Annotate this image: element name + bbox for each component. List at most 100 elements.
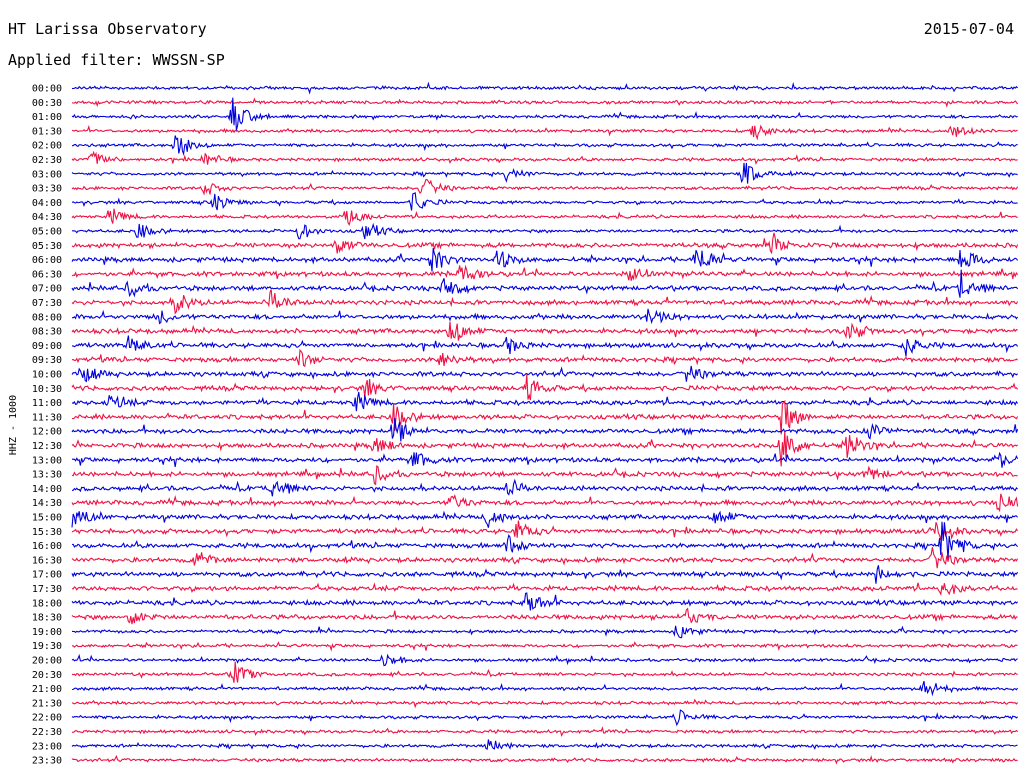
tick-label: 23:00 bbox=[32, 741, 62, 752]
tick-label: 07:30 bbox=[32, 298, 62, 309]
tick-label: 03:30 bbox=[32, 184, 62, 195]
tick-label: 16:30 bbox=[32, 555, 62, 566]
trace-line bbox=[71, 135, 1018, 156]
trace-line bbox=[71, 391, 1019, 412]
tick-label-group: 00:00 00:30 01:00 01:30 02:00 02:30 03:00 03:30… bbox=[32, 84, 62, 767]
tick-label: 22:30 bbox=[32, 727, 62, 738]
tick-label: 01:30 bbox=[32, 126, 62, 137]
trace-line bbox=[71, 582, 1018, 596]
tick-label: 15:00 bbox=[32, 513, 62, 524]
trace-line bbox=[71, 698, 1019, 709]
y-axis-label: HHZ - 1000 bbox=[8, 395, 19, 455]
trace-line bbox=[71, 308, 1019, 325]
tick-label: 04:30 bbox=[32, 212, 62, 223]
tick-label: 16:00 bbox=[32, 541, 62, 552]
tick-label: 14:00 bbox=[32, 484, 62, 495]
trace-line bbox=[71, 451, 1019, 468]
tick-label: 00:30 bbox=[32, 98, 62, 109]
tick-label: 02:00 bbox=[32, 141, 62, 152]
tick-label: 11:00 bbox=[32, 398, 62, 409]
trace-line bbox=[71, 661, 1018, 683]
tick-label: 12:00 bbox=[32, 427, 62, 438]
trace-line bbox=[71, 192, 1018, 211]
tick-label: 03:00 bbox=[32, 169, 62, 180]
tick-label: 06:00 bbox=[32, 255, 62, 266]
station-title: HT Larissa Observatory bbox=[8, 20, 207, 38]
tick-label: 02:30 bbox=[32, 155, 62, 166]
trace-line bbox=[72, 625, 1018, 639]
trace-line bbox=[71, 510, 1019, 528]
tick-label: 21:30 bbox=[32, 698, 62, 709]
trace-line bbox=[71, 150, 1018, 165]
tick-label: 22:00 bbox=[32, 713, 62, 724]
tick-label: 19:00 bbox=[32, 627, 62, 638]
tick-label: 13:30 bbox=[32, 470, 62, 481]
tick-label: 08:00 bbox=[32, 312, 62, 323]
trace-line bbox=[71, 607, 1018, 625]
tick-label: 10:00 bbox=[32, 370, 62, 381]
trace-line bbox=[71, 264, 1019, 281]
trace-line bbox=[71, 222, 1019, 240]
tick-label: 19:30 bbox=[32, 641, 62, 652]
tick-label: 23:30 bbox=[32, 756, 62, 767]
trace-line bbox=[71, 547, 1019, 569]
trace-line bbox=[71, 289, 1019, 315]
tick-label: 17:00 bbox=[32, 570, 62, 581]
trace-line bbox=[71, 247, 1019, 272]
tick-label: 14:30 bbox=[32, 498, 62, 509]
tick-label: 12:30 bbox=[32, 441, 62, 452]
trace-line bbox=[71, 565, 1019, 584]
date-label: 2015-07-04 bbox=[923, 20, 1014, 38]
trace-line bbox=[71, 208, 1018, 226]
tick-label: 17:30 bbox=[32, 584, 62, 595]
trace-line bbox=[71, 653, 1018, 667]
tick-label: 10:30 bbox=[32, 384, 62, 395]
tick-label: 09:00 bbox=[32, 341, 62, 352]
trace-line bbox=[71, 374, 1019, 401]
tick-label: 07:00 bbox=[32, 284, 62, 295]
trace-line bbox=[71, 97, 1019, 108]
trace-line bbox=[71, 418, 1019, 442]
trace-line bbox=[71, 162, 1018, 184]
trace-line bbox=[71, 739, 1018, 750]
trace-line bbox=[71, 269, 1019, 298]
tick-label: 01:00 bbox=[32, 112, 62, 123]
trace-line bbox=[71, 321, 1018, 341]
trace-line bbox=[71, 680, 1019, 697]
trace-line bbox=[71, 399, 1019, 435]
tick-label: 05:30 bbox=[32, 241, 62, 252]
trace-line bbox=[71, 365, 1018, 383]
tick-label: 11:30 bbox=[32, 412, 62, 423]
trace-line bbox=[71, 726, 1019, 737]
tick-label: 06:30 bbox=[32, 269, 62, 280]
tick-label: 18:30 bbox=[32, 613, 62, 624]
trace-line bbox=[71, 178, 1019, 196]
tick-label: 04:00 bbox=[32, 198, 62, 209]
tick-label: 05:00 bbox=[32, 227, 62, 238]
trace-group bbox=[71, 81, 1019, 765]
trace-line bbox=[71, 232, 1019, 255]
trace-line bbox=[71, 754, 1018, 765]
trace-line bbox=[71, 97, 1018, 131]
trace-line bbox=[71, 478, 1018, 497]
trace-line bbox=[71, 465, 1018, 486]
trace-line bbox=[71, 521, 1018, 560]
tick-label: 08:30 bbox=[32, 327, 62, 338]
tick-label: 13:00 bbox=[32, 455, 62, 466]
trace-line bbox=[71, 709, 1018, 727]
tick-label: 09:30 bbox=[32, 355, 62, 366]
filter-label: Applied filter: WWSSN-SP bbox=[8, 51, 225, 69]
trace-line bbox=[71, 124, 1018, 141]
tick-label: 18:00 bbox=[32, 598, 62, 609]
trace-line bbox=[71, 592, 1018, 611]
trace-line bbox=[71, 493, 1019, 513]
tick-label: 20:30 bbox=[32, 670, 62, 681]
trace-line bbox=[71, 431, 1018, 467]
tick-label: 21:00 bbox=[32, 684, 62, 695]
tick-label: 20:00 bbox=[32, 656, 62, 667]
trace-line bbox=[72, 335, 1019, 357]
trace-line bbox=[71, 348, 1018, 368]
trace-line bbox=[72, 641, 1018, 652]
tick-label: 15:30 bbox=[32, 527, 62, 538]
